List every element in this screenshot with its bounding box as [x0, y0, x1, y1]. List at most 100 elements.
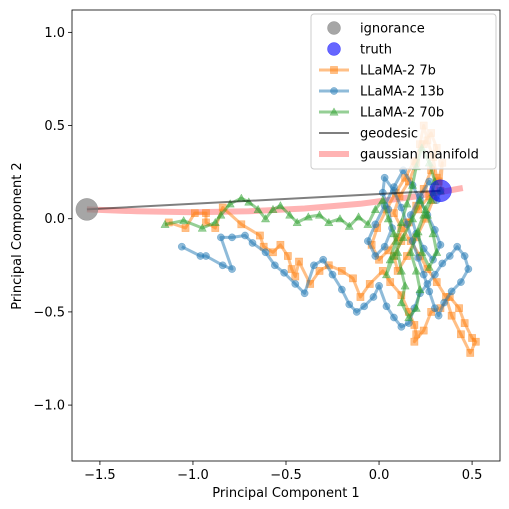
legend-entry-truth: truth — [327, 42, 392, 58]
data-point — [314, 210, 325, 219]
truth-point — [429, 179, 452, 203]
data-point — [335, 214, 345, 223]
data-point — [280, 268, 288, 277]
data-point — [291, 272, 300, 281]
data-point — [228, 233, 236, 242]
data-point — [393, 247, 403, 256]
legend-marker — [327, 21, 341, 35]
data-point — [375, 281, 383, 290]
data-point — [324, 217, 334, 227]
data-point — [337, 285, 346, 294]
data-point — [378, 195, 388, 204]
data-point — [460, 319, 469, 327]
geodesic-line — [86, 189, 441, 211]
ignorance-point — [75, 198, 99, 221]
data-point — [228, 265, 236, 273]
data-point — [431, 270, 439, 279]
x-axis-label: Principal Component 1 — [212, 486, 359, 501]
data-point — [371, 220, 380, 229]
legend-entry-llama-2-70b: LLaMA-2 70b — [319, 106, 444, 121]
data-point — [390, 313, 398, 322]
data-point — [261, 248, 270, 257]
data-point — [419, 270, 428, 279]
data-point — [396, 297, 406, 307]
data-point — [440, 298, 449, 307]
data-point — [404, 312, 414, 322]
data-point — [365, 280, 374, 288]
data-point — [380, 173, 389, 182]
data-point — [237, 220, 246, 229]
data-point — [432, 278, 441, 286]
data-point — [378, 188, 387, 197]
data-point — [285, 210, 295, 219]
data-point — [425, 287, 434, 296]
y-tick-label: −0.5 — [33, 305, 65, 320]
data-point — [160, 219, 170, 228]
data-point — [398, 232, 408, 241]
data-point — [415, 195, 425, 204]
data-point — [380, 242, 389, 251]
data-point — [303, 212, 313, 221]
legend-entry-llama-2-13b: LLaMA-2 13b — [319, 85, 444, 100]
data-point — [319, 255, 328, 264]
data-point — [431, 304, 439, 313]
legend-marker — [329, 107, 339, 116]
x-tick-label: 0.5 — [462, 468, 483, 483]
x-axis-ticks: −1.5 −1.0 −0.5 0.0 0.5 — [84, 461, 482, 483]
data-point — [386, 278, 395, 286]
data-point — [270, 261, 279, 270]
y-tick-label: 0.0 — [44, 212, 65, 227]
legend-label: LLaMA-2 7b — [360, 64, 436, 79]
data-point — [422, 210, 432, 219]
data-point — [253, 204, 263, 213]
data-point — [291, 280, 300, 288]
data-point — [445, 252, 454, 260]
data-point — [210, 217, 220, 227]
data-point — [447, 311, 456, 320]
data-point — [460, 252, 469, 260]
legend-entry-ignorance: ignorance — [327, 21, 425, 37]
data-point — [369, 293, 378, 301]
data-point — [337, 267, 346, 275]
data-point — [381, 269, 392, 279]
data-point — [389, 228, 399, 238]
legend-marker — [327, 42, 341, 56]
y-axis-label: Principal Component 2 — [10, 162, 25, 309]
data-point — [412, 330, 421, 339]
data-point — [177, 242, 186, 251]
legend-marker — [330, 66, 338, 74]
data-point — [260, 214, 271, 223]
data-point — [438, 259, 447, 268]
x-tick-label: −0.5 — [270, 468, 302, 483]
legend-label: LLaMA-2 70b — [360, 106, 444, 121]
data-point — [423, 280, 432, 288]
data-point — [457, 278, 465, 286]
data-point — [269, 248, 277, 257]
data-point — [364, 237, 372, 245]
y-tick-label: 1.0 — [44, 26, 65, 41]
data-point — [417, 247, 427, 256]
data-point — [284, 252, 292, 260]
y-tick-label: −1.0 — [33, 399, 65, 414]
data-point — [190, 209, 199, 217]
data-point — [411, 303, 421, 312]
gaussian-manifold-line — [86, 185, 464, 216]
data-point — [464, 265, 473, 273]
data-point — [241, 231, 249, 240]
data-point — [275, 201, 285, 210]
data-point — [202, 252, 210, 260]
data-point — [218, 261, 227, 270]
legend-marker — [330, 87, 338, 95]
legend-entry-geodesic: geodesic — [319, 127, 418, 142]
data-point — [382, 302, 391, 311]
data-point — [455, 304, 463, 313]
y-axis-ticks: 1.0 0.5 0.0 −0.5 −1.0 — [33, 26, 72, 414]
data-point — [426, 195, 436, 204]
data-point — [363, 219, 373, 228]
data-point — [471, 337, 480, 346]
data-point — [415, 284, 425, 294]
data-point — [256, 231, 264, 240]
data-point — [300, 289, 309, 298]
data-point — [181, 224, 190, 232]
legend-box — [310, 13, 497, 170]
